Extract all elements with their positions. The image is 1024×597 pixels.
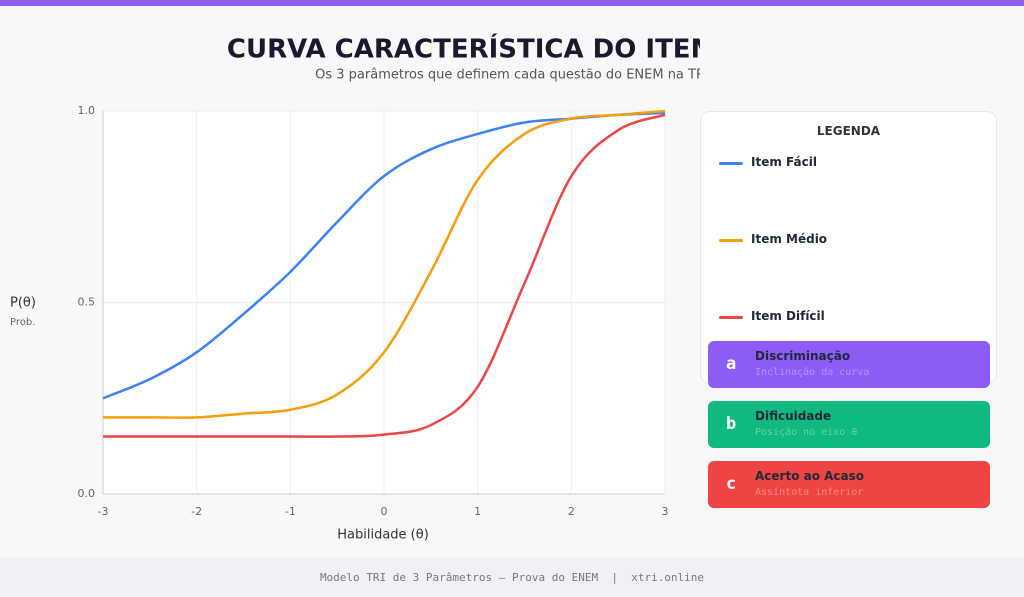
chart-title: CURVA CARACTERÍSTICA DO ITEM (CCI): [227, 33, 700, 65]
x-axis-label: Habilidade (θ): [337, 528, 429, 543]
card-letter: a: [726, 354, 737, 374]
y-tick-label: 1.0: [78, 104, 96, 117]
legend-label: Item Fácil: [751, 155, 817, 169]
card-subtitle: Posição no eixo θ: [755, 427, 858, 438]
top-bar: [0, 0, 1024, 6]
param-card: a Discriminação Inclinação da curva: [708, 341, 990, 388]
x-tick-label: -2: [191, 505, 202, 518]
x-tick-label: 2: [568, 505, 575, 518]
legend: LEGENDA Item Fácil Item Médio Item Difícil: [700, 111, 997, 384]
card-title: Acerto ao Acaso: [755, 469, 865, 483]
card-letter: b: [726, 414, 737, 434]
y-axis-label: P(θ): [10, 296, 36, 311]
chart: CURVA CARACTERÍSTICA DO ITEM (CCI) Os 3 …: [10, 33, 700, 543]
card-title: Dificuldade: [755, 409, 832, 423]
x-tick-label: -3: [98, 505, 109, 518]
legend-swatch: [719, 162, 743, 165]
legend-swatch: [719, 316, 743, 319]
card-subtitle: Inclinação da curva: [755, 367, 870, 378]
card-letter: c: [726, 474, 737, 494]
series-line: [102, 109, 666, 419]
chart-subtitle: Os 3 parâmetros que definem cada questão…: [315, 68, 700, 83]
y-tick-label: 0.5: [78, 296, 96, 309]
x-tick-label: 0: [381, 505, 388, 518]
legend-label: Item Médio: [751, 232, 828, 246]
y-axis-note: Prob.: [10, 317, 35, 328]
card-subtitle: Assíntota inferior: [755, 487, 864, 498]
legend-title: LEGENDA: [816, 124, 881, 138]
legend-swatch: [719, 239, 743, 242]
y-tick-label: 0.0: [78, 487, 96, 500]
x-tick-label: -1: [285, 505, 296, 518]
param-card: c Acerto ao Acaso Assíntota inferior: [708, 461, 990, 508]
legend-label: Item Difícil: [751, 309, 825, 323]
x-tick-label: 1: [474, 505, 481, 518]
footer: Modelo TRI de 3 Parâmetros — Prova do EN…: [0, 558, 1024, 597]
x-tick-label: 3: [662, 505, 669, 518]
series-line: [102, 113, 666, 438]
param-card: b Dificuldade Posição no eixo θ: [708, 401, 990, 448]
card-title: Discriminação: [755, 349, 851, 363]
